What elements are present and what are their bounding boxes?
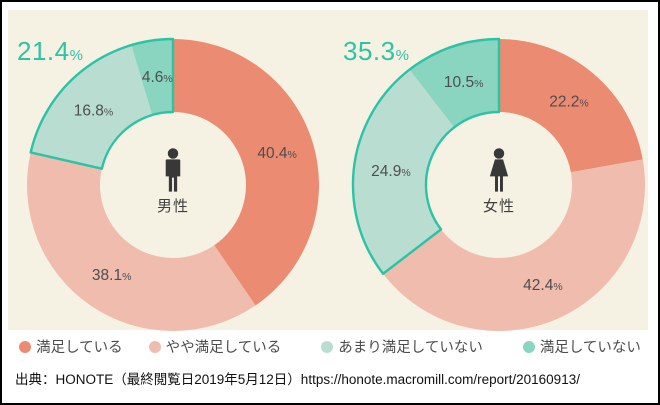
source-text: 出典：HONOTE（最終閲覧日2019年5月12日）https://honote… xyxy=(15,372,580,387)
chart-panel: 40.4% 38.1% 16.8% 4.6% 男性 21.4% 22.2% 42.4% 2… xyxy=(8,10,648,332)
female-icon xyxy=(489,148,509,192)
highlight-value-male: 21.4% xyxy=(17,36,83,67)
donut-segment xyxy=(409,39,499,128)
percent-sign: % xyxy=(69,47,84,64)
highlight-number: 21.4 xyxy=(17,36,70,66)
donut-segment xyxy=(26,152,256,331)
donut-svg-female: 22.2% 42.4% 24.9% 10.5% xyxy=(351,37,645,332)
highlight-number: 35.3 xyxy=(343,36,396,66)
percent-sign: % xyxy=(395,47,410,64)
legend-dot-somewhat-satisfied xyxy=(148,340,161,353)
legend-item-not-satisfied: 満足していない xyxy=(522,336,641,357)
donut-chart-male: 40.4% 38.1% 16.8% 4.6% 男性 21.4% xyxy=(17,35,323,335)
legend-dot-satisfied xyxy=(19,340,32,353)
legend-item-somewhat-satisfied: やや満足している xyxy=(148,336,282,357)
segment-value-label: 24.9% xyxy=(371,163,411,180)
segment-value-label: 42.4% xyxy=(523,277,563,294)
legend-label: 満足している xyxy=(36,340,123,356)
male-icon xyxy=(165,148,181,192)
group-label-male: 男性 xyxy=(156,198,190,215)
donut-segment xyxy=(30,45,153,169)
donut-segment xyxy=(173,39,319,306)
donut-segment xyxy=(131,39,173,116)
segment-value-label: 16.8% xyxy=(74,102,114,119)
segment-value-label: 38.1% xyxy=(92,267,132,284)
segment-value-label: 10.5% xyxy=(444,74,484,91)
donut-chart-female: 22.2% 42.4% 24.9% 10.5% 女性 35.3% xyxy=(343,35,649,335)
legend-label: 満足していない xyxy=(539,340,641,356)
donut-segment xyxy=(499,39,643,173)
donut-segment xyxy=(383,159,645,332)
donut-svg-male: 40.4% 38.1% 16.8% 4.6% xyxy=(26,37,319,331)
legend: 満足している やや満足している あまり満足していない 満足していない xyxy=(2,336,658,357)
segment-value-label: 22.2% xyxy=(549,93,589,110)
legend-item-satisfied: 満足している xyxy=(19,336,123,357)
legend-label: あまり満足していない xyxy=(338,340,483,356)
donut-center-male: 男性 xyxy=(157,148,189,216)
legend-dot-not-very-satisfied xyxy=(321,340,334,353)
donut-center-female: 女性 xyxy=(483,148,515,216)
segment-value-label: 4.6% xyxy=(142,69,173,86)
legend-label: やや満足している xyxy=(165,340,282,356)
donut-segment xyxy=(353,69,455,274)
legend-item-not-very-satisfied: あまり満足していない xyxy=(321,336,483,357)
highlight-outline xyxy=(29,37,175,170)
highlight-outline xyxy=(351,37,501,275)
segment-value-label: 40.4% xyxy=(257,145,297,162)
group-label-female: 女性 xyxy=(482,198,516,215)
highlight-value-female: 35.3% xyxy=(343,36,409,67)
legend-dot-not-satisfied xyxy=(522,340,535,353)
